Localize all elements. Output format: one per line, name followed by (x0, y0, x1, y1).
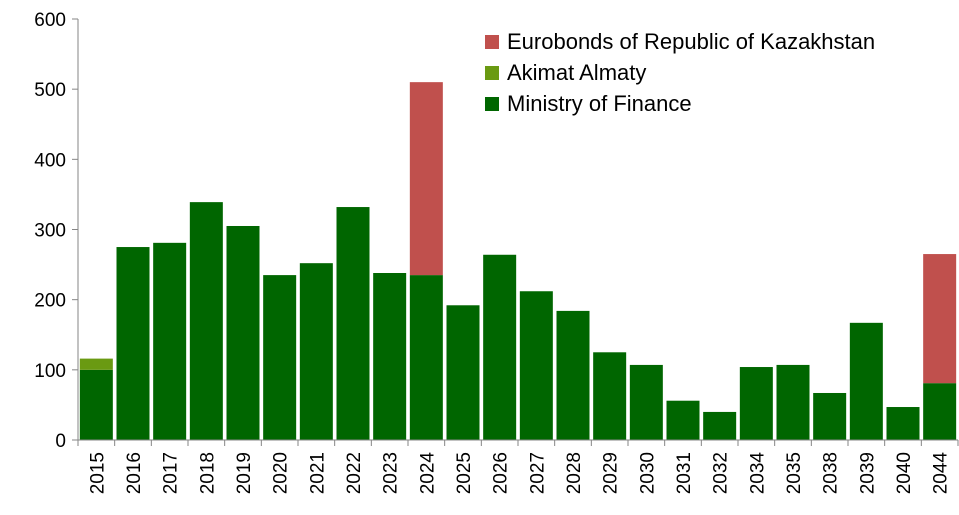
y-tick-label: 100 (34, 361, 66, 382)
bar-segment (923, 254, 957, 384)
bar-segment (703, 411, 737, 440)
x-tick-label: 2028 (564, 452, 585, 494)
x-tick-label: 2016 (124, 452, 145, 494)
legend-label: Eurobonds of Republic of Kazakhstan (507, 29, 875, 54)
x-tick-label: 2040 (894, 452, 915, 494)
legend-label: Akimat Almaty (507, 60, 646, 85)
x-tick-label: 2029 (601, 452, 622, 494)
x-tick-label: 2023 (381, 452, 402, 494)
x-tick-label: 2024 (417, 452, 438, 495)
x-tick-label: 2015 (87, 452, 108, 494)
bar-segment (556, 310, 590, 440)
bar-segment (263, 275, 297, 440)
legend-swatch (485, 35, 499, 49)
bar-segment (226, 225, 260, 440)
x-tick-label: 2017 (161, 452, 182, 494)
x-tick-label: 2035 (784, 452, 805, 494)
x-tick-label: 2025 (454, 452, 475, 494)
x-tick-label: 2021 (307, 452, 328, 494)
x-tick-label: 2026 (491, 452, 512, 494)
bar-segment (776, 364, 810, 440)
bar-segment (813, 392, 847, 440)
x-tick-label: 2039 (857, 452, 878, 494)
bar-segment (739, 367, 773, 440)
y-tick-label: 300 (34, 221, 66, 242)
x-tick-label: 2038 (821, 452, 842, 494)
y-tick-label: 500 (34, 80, 66, 101)
x-tick-label: 2031 (674, 452, 695, 494)
y-tick-label: 0 (55, 431, 66, 452)
bar-segment (923, 383, 957, 440)
bar-segment (593, 352, 627, 440)
bar-segment (116, 247, 150, 440)
legend-swatch (485, 66, 499, 80)
x-tick-label: 2027 (527, 452, 548, 494)
bar-segment (483, 254, 517, 440)
bar-segment (849, 322, 883, 440)
bar-segment (409, 82, 443, 276)
bar-segment (409, 275, 443, 440)
x-tick-label: 2032 (711, 452, 732, 494)
bar-segment (666, 400, 700, 440)
y-tick-label: 400 (34, 150, 66, 171)
x-tick-label: 2030 (637, 452, 658, 494)
x-tick-label: 2034 (747, 452, 768, 495)
bar-segment (373, 273, 407, 440)
bar-segment (886, 407, 920, 440)
y-tick-label: 200 (34, 291, 66, 312)
bar-segment (79, 358, 113, 370)
y-tick-label: 600 (34, 10, 66, 31)
x-tick-label: 2019 (234, 452, 255, 494)
bar-segment (629, 364, 663, 440)
legend-swatch (485, 97, 499, 111)
x-tick-label: 2022 (344, 452, 365, 494)
legend-label: Ministry of Finance (507, 91, 692, 116)
x-tick-label: 2018 (197, 452, 218, 494)
x-tick-label: 2020 (271, 452, 292, 494)
bar-segment (336, 207, 370, 440)
x-tick-label: 2044 (931, 452, 952, 495)
bar-segment (153, 242, 187, 440)
bar-segment (446, 305, 480, 440)
bar-segment (299, 263, 333, 440)
bar-segment (79, 369, 113, 440)
bar-segment (189, 202, 223, 440)
bar-segment (519, 291, 553, 440)
